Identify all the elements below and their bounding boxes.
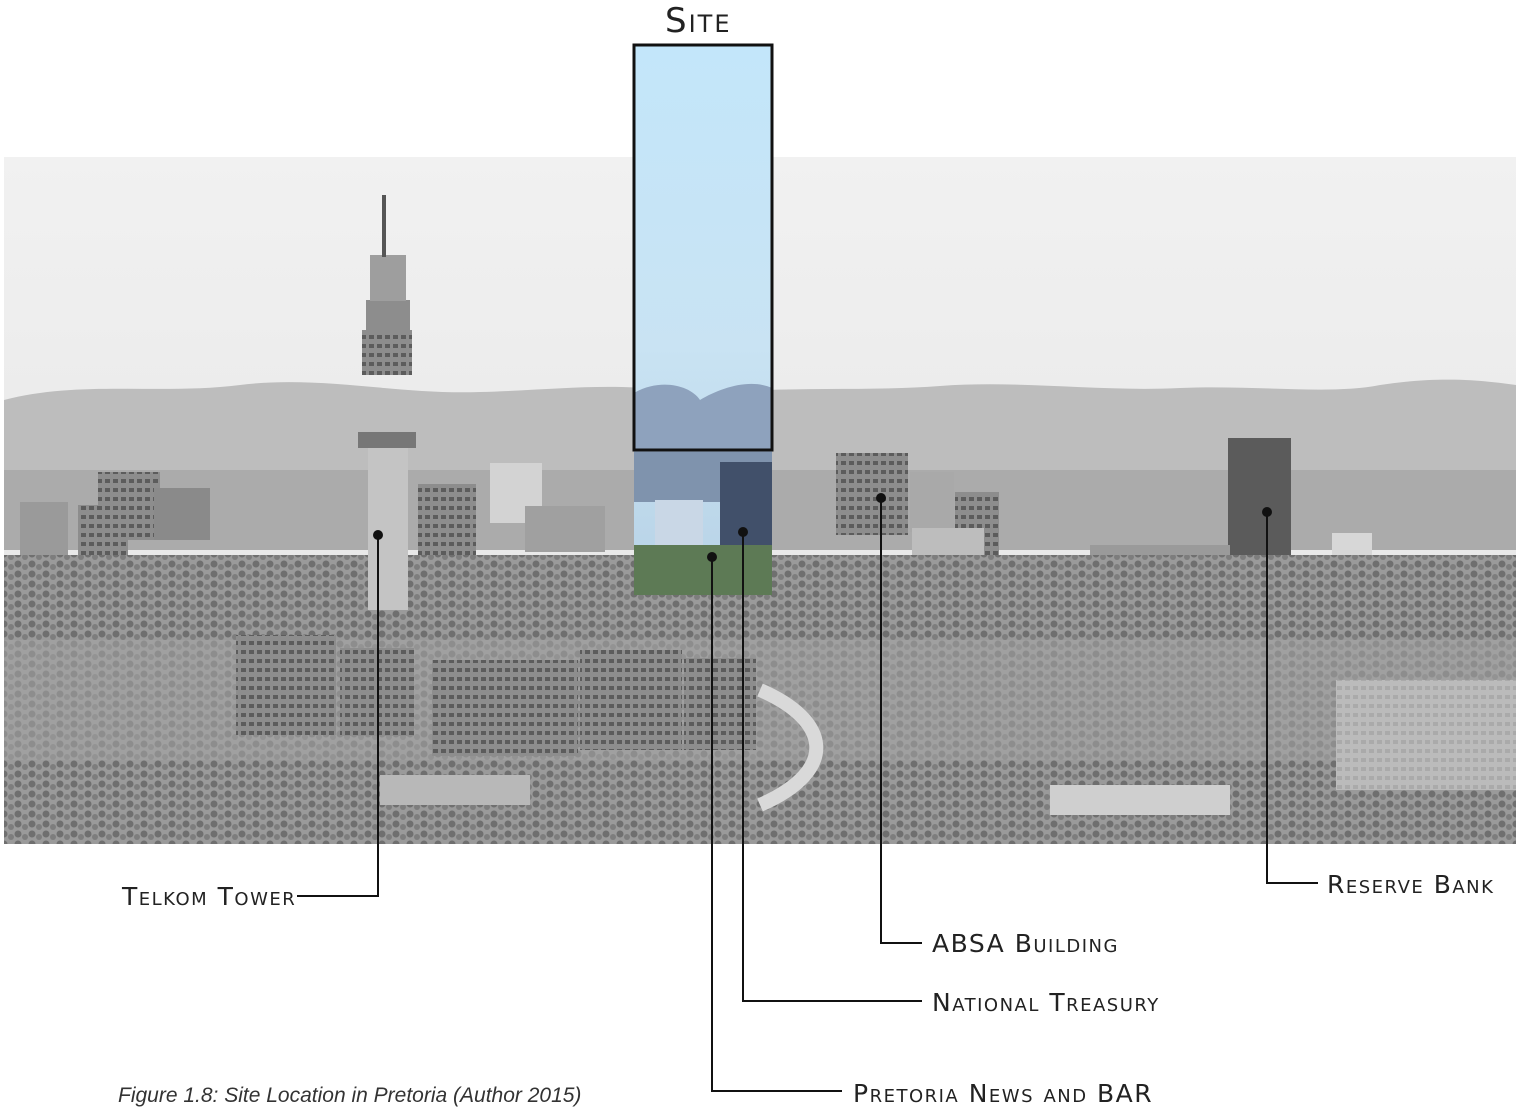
absa-building-marker xyxy=(876,493,886,503)
absa-building-leader xyxy=(880,498,922,944)
telkom-tower-marker xyxy=(373,530,383,540)
national-treasury-leader xyxy=(742,532,922,1002)
telkom-tower-label: Telkom Tower xyxy=(122,882,297,911)
reserve-bank-label: Reserve Bank xyxy=(1327,870,1495,899)
figure-caption: Figure 1.8: Site Location in Pretoria (A… xyxy=(118,1084,582,1107)
pretoria-news-marker xyxy=(707,552,717,562)
pretoria-news-label: Pretoria News and BAR xyxy=(853,1079,1154,1108)
leader-lines xyxy=(297,498,1318,1092)
reserve-bank-leader xyxy=(1266,512,1318,884)
pretoria-news-leader xyxy=(711,557,842,1092)
national-treasury-label: National Treasury xyxy=(932,988,1160,1017)
site-frame xyxy=(632,43,774,452)
site-label: Site xyxy=(665,1,732,41)
reserve-bank-marker xyxy=(1262,507,1272,517)
telkom-tower-leader xyxy=(297,535,379,897)
leader-dots xyxy=(373,493,1272,562)
site-highlight-region xyxy=(634,45,772,595)
national-treasury-marker xyxy=(738,527,748,537)
absa-building-label: ABSA Building xyxy=(932,929,1119,958)
